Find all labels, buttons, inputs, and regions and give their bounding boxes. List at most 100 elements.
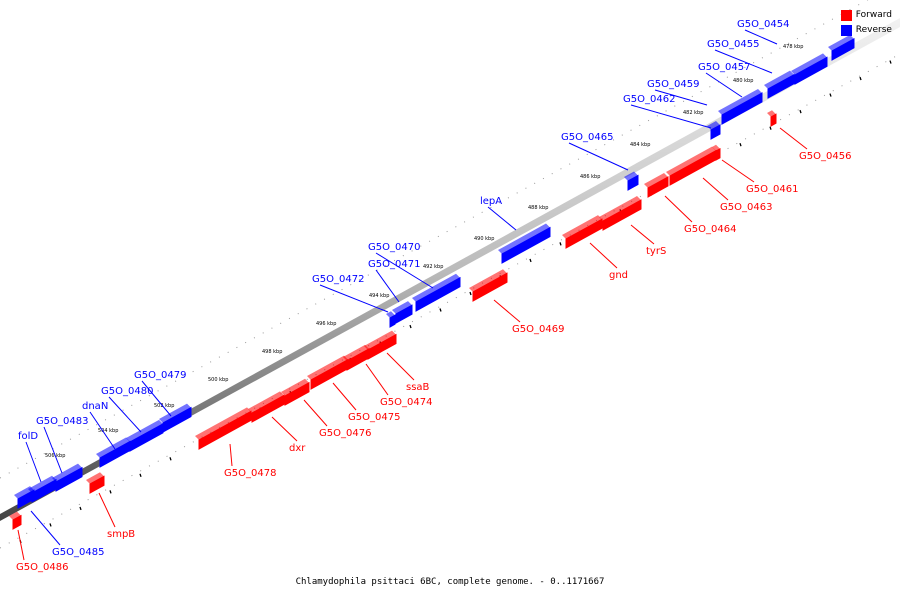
gene-label[interactable]: G5O_0480: [101, 386, 153, 397]
scale-tick: [829, 93, 832, 97]
gene-feature-G5O_0476[interactable]: [281, 378, 310, 406]
leader-line: [493, 299, 521, 323]
gene-label[interactable]: dxr: [289, 443, 306, 454]
map-caption: Chlamydophila psittaci 6BC, complete gen…: [295, 577, 605, 587]
leader-line: [319, 284, 389, 313]
gene-feature-G5O_0463[interactable]: [666, 146, 717, 186]
gene-feature-G5O_0464[interactable]: [644, 172, 669, 198]
gene-feature-G5O_0459[interactable]: [718, 88, 763, 125]
gene-feature-lepA[interactable]: [498, 223, 551, 264]
tick-label: 482 kbp: [683, 110, 703, 116]
gene-label[interactable]: tyrS: [646, 246, 666, 257]
leader-line: [108, 396, 142, 433]
gene-feature-G5O_0456[interactable]: [767, 110, 777, 127]
gene-label[interactable]: G5O_0464: [684, 224, 736, 235]
tick-label: 498 kbp: [262, 349, 282, 355]
gene-feature-G5O_0465[interactable]: [624, 171, 639, 191]
gene-label[interactable]: G5O_0469: [512, 324, 564, 335]
gene-feature-G5O_0471[interactable]: [392, 301, 413, 324]
gene-feature-G5O_0457[interactable]: [764, 70, 795, 99]
reverse-label: Reverse: [855, 25, 892, 35]
gene-label[interactable]: G5O_0454: [737, 19, 789, 30]
gene-feature-tyrS[interactable]: [599, 196, 642, 231]
leader-line: [664, 195, 693, 223]
gene-feature-dxr[interactable]: [248, 391, 285, 423]
scale-tick: [529, 258, 532, 263]
gene-label[interactable]: G5O_0479: [134, 370, 186, 381]
gene-label[interactable]: dnaN: [82, 401, 108, 412]
leader-line: [487, 206, 517, 231]
gene-feature-G5O_0485[interactable]: [14, 486, 35, 509]
leader-line: [744, 29, 778, 45]
scale-tick: [409, 324, 412, 329]
scale-tick: [109, 490, 112, 494]
gene-label[interactable]: G5O_0470: [368, 242, 420, 253]
gene-label[interactable]: G5O_0457: [698, 62, 750, 73]
scale-tick: [799, 109, 802, 114]
reverse-swatch: [840, 25, 852, 36]
gene-label[interactable]: G5O_0465: [561, 132, 613, 143]
gene-label[interactable]: G5O_0483: [36, 416, 88, 427]
leader-line: [654, 89, 708, 106]
gene-feature-G5O_0475[interactable]: [307, 355, 349, 390]
gene-feature-G5O_0454[interactable]: [828, 34, 855, 61]
tick-label: 480 kbp: [733, 78, 753, 84]
gene-feature-G5O_0455[interactable]: [791, 53, 828, 85]
gene-label[interactable]: G5O_0461: [746, 184, 798, 195]
tick-label: 488 kbp: [528, 205, 548, 211]
lower-guide: [0, 53, 900, 549]
leader-line: [98, 492, 116, 528]
gene-feature-G5O_0470[interactable]: [412, 273, 461, 312]
upper-guide: [0, 0, 869, 479]
tick-label: 492 kbp: [423, 264, 443, 270]
gene-feature-G5O_0469[interactable]: [469, 269, 508, 302]
tick-label: 502 kbp: [154, 403, 174, 409]
gene-label[interactable]: G5O_0463: [720, 202, 772, 213]
gene-feature-gnd[interactable]: [562, 215, 603, 249]
genome-backbone: [0, 18, 900, 521]
leader-line: [375, 252, 434, 289]
forward-swatch: [840, 10, 852, 21]
gene-label[interactable]: G5O_0485: [52, 547, 104, 558]
scale-tick: [79, 506, 82, 511]
tick-label: 500 kbp: [208, 377, 228, 383]
gene-label[interactable]: G5O_0486: [16, 562, 68, 573]
gene-feature-G5O_0480[interactable]: [126, 419, 164, 452]
gene-label[interactable]: lepA: [480, 196, 502, 207]
tick-label: 496 kbp: [316, 321, 336, 327]
gene-label[interactable]: smpB: [107, 529, 135, 540]
scale-tick: [49, 523, 52, 527]
gene-label[interactable]: G5O_0462: [623, 94, 675, 105]
gene-feature-G5O_0486[interactable]: [9, 511, 22, 530]
gene-label[interactable]: gnd: [609, 270, 628, 281]
gene-label[interactable]: G5O_0476: [319, 428, 371, 439]
gene-label[interactable]: G5O_0478: [224, 468, 276, 479]
scale-tick: [169, 457, 172, 461]
leader-line: [589, 242, 618, 269]
gene-label[interactable]: G5O_0471: [368, 259, 420, 270]
scale-tick: [769, 126, 772, 130]
gene-feature-smpB[interactable]: [86, 472, 105, 494]
gene-label[interactable]: G5O_0455: [707, 39, 759, 50]
gene-feature-dnaN[interactable]: [96, 437, 131, 468]
leader-line: [568, 142, 629, 171]
legend-reverse: Reverse: [840, 23, 892, 38]
gene-label[interactable]: G5O_0456: [799, 151, 851, 162]
gene-feature-G5O_0478[interactable]: [195, 407, 252, 450]
tick-label: 478 kbp: [783, 44, 803, 50]
gene-label[interactable]: G5O_0475: [348, 412, 400, 423]
gene-label[interactable]: folD: [18, 431, 38, 442]
gene-label[interactable]: G5O_0459: [647, 79, 699, 90]
gene-label[interactable]: G5O_0472: [312, 274, 364, 285]
legend-forward: Forward: [840, 8, 892, 23]
tick-label: 484 kbp: [630, 142, 650, 148]
scale-tick: [469, 291, 472, 296]
leader-line: [89, 411, 116, 450]
tick-label: 486 kbp: [580, 174, 600, 180]
gene-feature-G5O_0472[interactable]: [386, 311, 396, 328]
leader-line: [375, 269, 400, 303]
tick-label: 504 kbp: [98, 428, 118, 434]
gene-label[interactable]: G5O_0474: [380, 397, 432, 408]
gene-label[interactable]: ssaB: [406, 382, 430, 393]
